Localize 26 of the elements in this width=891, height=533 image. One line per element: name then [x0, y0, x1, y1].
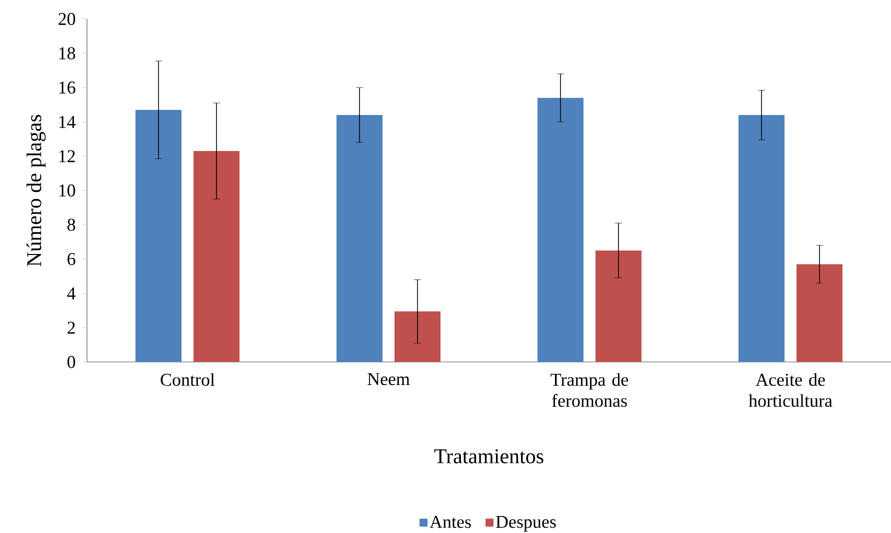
bar	[538, 98, 584, 362]
bar	[336, 115, 383, 362]
legend-label: Despues	[496, 516, 556, 532]
x-tick-label: Control	[160, 373, 215, 386]
legend-label: Antes	[430, 516, 471, 528]
bar	[796, 264, 843, 362]
y-tick-label: 16	[59, 82, 76, 94]
y-tick-label: 18	[59, 47, 76, 60]
y-tick-label: 2	[68, 322, 75, 334]
x-axis-title: Tratamientos	[434, 449, 544, 464]
x-tick-label: Aceite de horticultura	[748, 373, 832, 407]
y-tick-label: 6	[68, 253, 76, 266]
y-tick-label: 20	[58, 12, 76, 26]
x-tick-label: Trampa de feromonas	[550, 373, 628, 407]
bar	[738, 115, 785, 362]
bar	[194, 151, 240, 362]
y-tick-label: 12	[59, 150, 75, 162]
y-tick-label: 10	[59, 184, 76, 197]
y-axis-title: Número de plagas	[26, 114, 46, 266]
x-tick-label: Neem	[368, 373, 410, 386]
y-tick-label: 14	[59, 116, 76, 128]
y-tick-label: 8	[67, 218, 76, 231]
bar	[136, 110, 182, 362]
bar	[596, 250, 642, 362]
y-tick-label: 0	[67, 356, 76, 368]
y-tick-label: 4	[67, 287, 76, 300]
